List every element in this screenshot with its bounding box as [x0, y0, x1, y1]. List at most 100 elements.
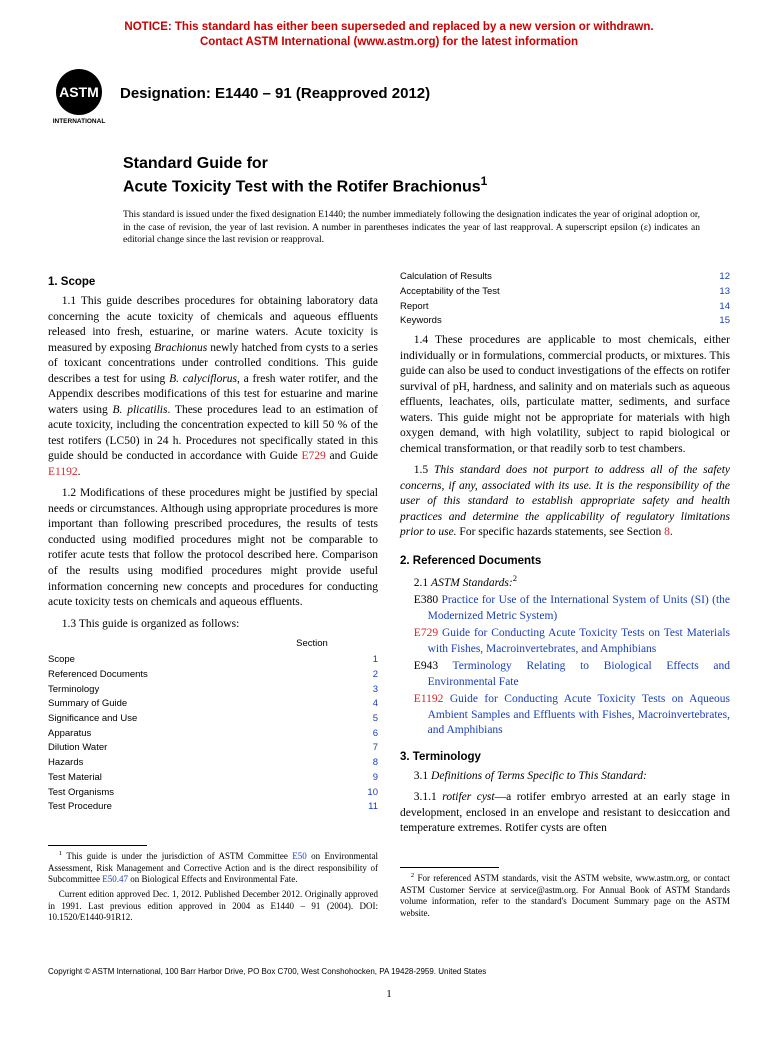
- terminology-heading: 3. Terminology: [400, 751, 730, 763]
- para-1-3: 1.3 This guide is organized as follows:: [48, 617, 378, 633]
- toc-right: Calculation of Results12Acceptability of…: [400, 270, 730, 329]
- toc-row: Hazards8: [48, 756, 378, 771]
- p311b: rotifer cyst: [442, 791, 494, 803]
- toc-section-link[interactable]: 8: [358, 756, 378, 771]
- footnotes-right: 2 For referenced ASTM standards, visit t…: [400, 863, 730, 920]
- toc-label: Test Material: [48, 771, 102, 786]
- toc-label: Dilution Water: [48, 741, 107, 756]
- reference-title-link[interactable]: Practice for Use of the International Sy…: [428, 594, 730, 622]
- logo-subtext: INTERNATIONAL: [53, 118, 106, 125]
- p15d: .: [670, 526, 673, 538]
- reference-title-link[interactable]: Terminology Relating to Biological Effec…: [428, 660, 730, 688]
- toc-row: Apparatus 6: [48, 727, 378, 742]
- astm-logo: ASTM INTERNATIONAL: [48, 68, 110, 126]
- toc-section-link[interactable]: 1: [358, 653, 378, 668]
- toc-section-link[interactable]: 2: [358, 668, 378, 683]
- toc-label: Significance and Use: [48, 712, 137, 727]
- toc-head-left: Section: [48, 638, 378, 649]
- reference-item: E1192 Guide for Conducting Acute Toxicit…: [400, 692, 730, 739]
- reference-title-link[interactable]: Guide for Conducting Acute Toxicity Test…: [428, 693, 730, 736]
- document-page: NOTICE: This standard has either been su…: [0, 0, 778, 1030]
- reference-code[interactable]: E1192: [414, 693, 450, 705]
- title-main: Acute Toxicity Test with the Rotifer Bra…: [123, 174, 730, 197]
- toc-section-link[interactable]: 6: [358, 727, 378, 742]
- toc-row: Report 14: [400, 300, 730, 315]
- title-overline: Standard Guide for: [123, 154, 730, 174]
- toc-label: Scope: [48, 653, 75, 668]
- toc-row: Referenced Documents 2: [48, 668, 378, 683]
- reference-code[interactable]: E380: [414, 594, 442, 606]
- para-2-1: 2.1 ASTM Standards:2: [400, 573, 730, 591]
- toc-label: Report: [400, 300, 429, 315]
- reference-code[interactable]: E729: [414, 627, 442, 639]
- p21sup: 2: [513, 573, 517, 583]
- toc-section-link[interactable]: 7: [358, 741, 378, 756]
- header-row: ASTM INTERNATIONAL Designation: E1440 – …: [48, 68, 730, 126]
- toc-section-link[interactable]: 5: [358, 712, 378, 727]
- toc-row: Scope 1: [48, 653, 378, 668]
- p11-ref-e729[interactable]: E729: [302, 450, 326, 462]
- toc-left: Scope1Referenced Documents2Terminology3S…: [48, 653, 378, 815]
- two-column-body: 1. Scope 1.1 This guide describes proced…: [48, 268, 730, 927]
- toc-section-link[interactable]: 9: [358, 771, 378, 786]
- footnote-2: 2 For referenced ASTM standards, visit t…: [400, 872, 730, 920]
- toc-row: Terminology 3: [48, 683, 378, 698]
- logo-text: ASTM: [59, 84, 99, 100]
- toc-section-link[interactable]: 3: [358, 683, 378, 698]
- p311a: 3.1.1: [414, 791, 442, 803]
- fn1-link-e50[interactable]: E50: [292, 851, 307, 861]
- page-number: 1: [48, 988, 730, 1000]
- toc-label: Acceptability of the Test: [400, 285, 500, 300]
- toc-label: Apparatus: [48, 727, 91, 742]
- toc-row: Summary of Guide4: [48, 697, 378, 712]
- p11f: B. plicatilis: [113, 404, 168, 416]
- para-3-1: 3.1 Definitions of Terms Specific to Thi…: [400, 769, 730, 785]
- notice-banner: NOTICE: This standard has either been su…: [48, 20, 730, 50]
- toc-label: Terminology: [48, 683, 99, 698]
- toc-section-link[interactable]: 10: [358, 786, 378, 801]
- para-1-4: 1.4 These procedures are applicable to m…: [400, 333, 730, 457]
- reference-item: E729 Guide for Conducting Acute Toxicity…: [400, 626, 730, 657]
- toc-section-link[interactable]: 14: [710, 300, 730, 315]
- notice-line1: NOTICE: This standard has either been su…: [124, 21, 653, 33]
- toc-section-link[interactable]: 13: [710, 285, 730, 300]
- copyright-line: Copyright © ASTM International, 100 Barr…: [48, 967, 730, 976]
- p11-ref-e1192[interactable]: E1192: [48, 466, 78, 478]
- reference-item: E943 Terminology Relating to Biological …: [400, 659, 730, 690]
- fn1-link-e5047[interactable]: E50.47: [102, 874, 128, 884]
- p11h: and Guide: [326, 450, 378, 462]
- toc-head-label: Section: [296, 638, 328, 649]
- reference-code[interactable]: E943: [414, 660, 453, 672]
- p15c: For specific hazards statements, see Sec…: [457, 526, 665, 538]
- toc-row: Dilution Water 7: [48, 741, 378, 756]
- toc-row: Calculation of Results 12: [400, 270, 730, 285]
- para-1-1: 1.1 This guide describes procedures for …: [48, 294, 378, 480]
- fn2-text: For referenced ASTM standards, visit the…: [400, 873, 730, 918]
- toc-row: Test Organisms 10: [48, 786, 378, 801]
- p11i: .: [78, 466, 81, 478]
- title-block: Standard Guide for Acute Toxicity Test w…: [123, 154, 730, 197]
- toc-label: Test Procedure: [48, 800, 112, 815]
- reference-title-link[interactable]: Guide for Conducting Acute Toxicity Test…: [428, 627, 730, 655]
- toc-label: Keywords: [400, 314, 442, 329]
- p15a: 1.5: [414, 464, 434, 476]
- toc-section-link[interactable]: 11: [358, 800, 378, 815]
- fn1a: This guide is under the jurisdiction of …: [66, 851, 292, 861]
- reference-item: E380 Practice for Use of the Internation…: [400, 593, 730, 624]
- toc-row: Significance and Use 5: [48, 712, 378, 727]
- toc-section-link[interactable]: 15: [710, 314, 730, 329]
- footnote-1a: 1 This guide is under the jurisdiction o…: [48, 850, 378, 886]
- p21b: ASTM Standards:: [431, 577, 513, 589]
- para-1-5: 1.5 This standard does not purport to ad…: [400, 463, 730, 541]
- toc-row: Acceptability of the Test 13: [400, 285, 730, 300]
- toc-label: Calculation of Results: [400, 270, 492, 285]
- toc-section-link[interactable]: 4: [358, 697, 378, 712]
- toc-label: Test Organisms: [48, 786, 114, 801]
- fn1c: on Biological Effects and Environmental …: [128, 874, 298, 884]
- designation: Designation: E1440 – 91 (Reapproved 2012…: [120, 85, 430, 102]
- toc-section-link[interactable]: 12: [710, 270, 730, 285]
- refdocs-heading: 2. Referenced Documents: [400, 555, 730, 567]
- issuance-note: This standard is issued under the fixed …: [123, 209, 700, 246]
- toc-label: Referenced Documents: [48, 668, 148, 683]
- title-sup: 1: [481, 174, 488, 188]
